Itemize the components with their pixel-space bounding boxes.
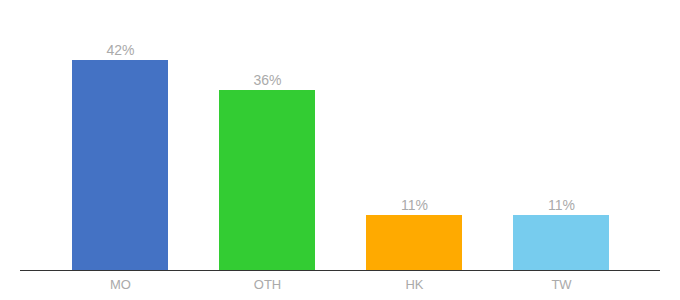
svg-text:MO: MO [110,277,131,292]
svg-text:42%: 42% [106,42,134,58]
svg-text:OTH: OTH [254,277,281,292]
svg-text:HK: HK [405,277,423,292]
svg-text:11%: 11% [401,197,428,213]
svg-text:11%: 11% [548,197,575,213]
svg-text:36%: 36% [253,72,281,88]
svg-text:TW: TW [551,277,572,292]
